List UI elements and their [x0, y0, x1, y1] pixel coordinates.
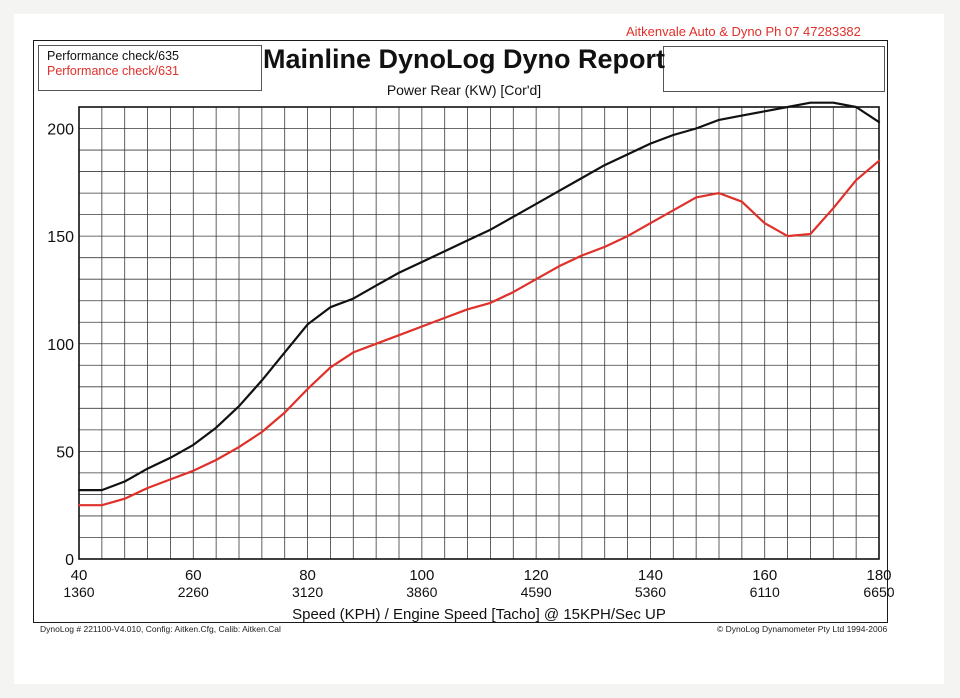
y-tick-label: 150: [47, 229, 74, 246]
footer-config: DynoLog # 221100-V4.010, Config: Aitken.…: [40, 624, 281, 634]
report-subtitle: Power Rear (KW) [Cor'd]: [386, 82, 542, 98]
x-tick-label-speed: 160: [752, 567, 777, 584]
x-tick-label-rpm: 3120: [292, 584, 323, 600]
x-axis-label: Speed (KPH) / Engine Speed [Tacho] @ 15K…: [292, 606, 666, 623]
x-tick-label-rpm: 5360: [635, 584, 666, 600]
x-tick-label-rpm: 1360: [63, 584, 94, 600]
footer-copyright: © DynoLog Dynamometer Pty Ltd 1994-2006: [717, 624, 888, 634]
x-tick-label-speed: 40: [71, 567, 88, 584]
report-title: Mainline DynoLog Dyno Report: [263, 44, 665, 74]
legend-box: Performance check/635 Performance check/…: [38, 45, 262, 91]
x-tick-label-speed: 100: [409, 567, 434, 584]
report-frame: [33, 40, 888, 623]
shop-header: Aitkenvale Auto & Dyno Ph 07 47283382: [626, 24, 861, 39]
y-tick-label: 0: [65, 552, 74, 569]
notes-box: [663, 46, 885, 92]
x-tick-label-rpm: 6650: [863, 584, 894, 600]
series-line-1: [77, 101, 881, 492]
x-tick-label-rpm: 6110: [750, 584, 780, 600]
x-tick-label-speed: 60: [185, 567, 202, 584]
plot-area: [79, 107, 879, 559]
x-tick-label-speed: 180: [866, 567, 891, 584]
x-tick-label-speed: 140: [638, 567, 663, 584]
x-tick-label-rpm: 2260: [178, 584, 209, 600]
x-tick-label-rpm: 4590: [521, 584, 552, 600]
x-tick-label-speed: 80: [299, 567, 316, 584]
x-tick-label-speed: 120: [524, 567, 549, 584]
y-tick-label: 100: [47, 337, 74, 354]
series-line-2: [77, 159, 881, 507]
legend-entry-635: Performance check/635: [47, 49, 180, 63]
y-tick-label: 50: [56, 444, 74, 461]
legend-entry-631: Performance check/631: [47, 64, 180, 78]
x-tick-label-rpm: 3860: [406, 584, 437, 600]
y-tick-label: 200: [47, 122, 74, 139]
plot-border: [78, 106, 880, 560]
